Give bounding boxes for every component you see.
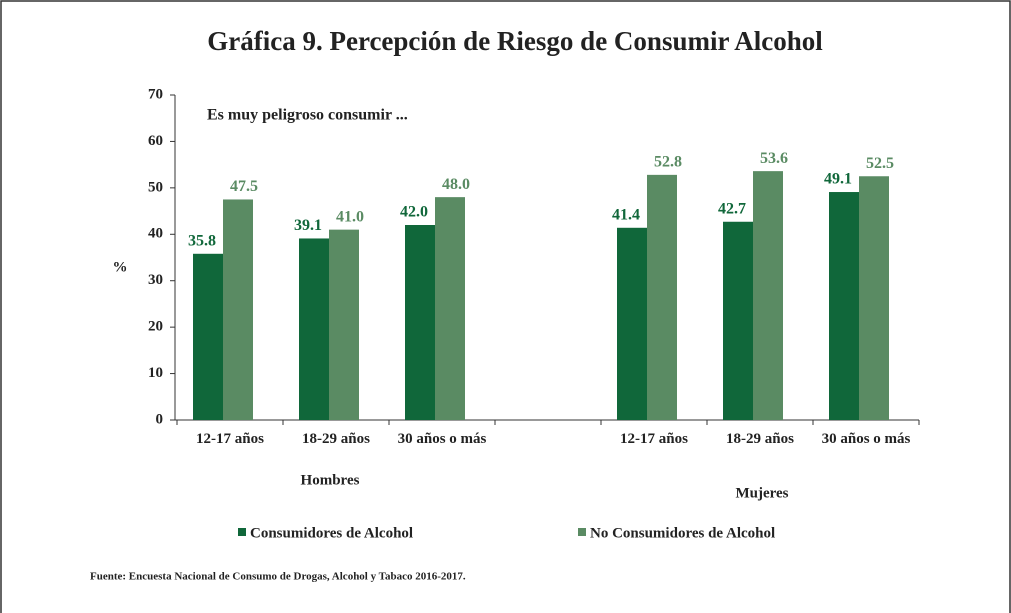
legend-swatch [578, 528, 586, 536]
x-tick-label: 30 años o más [397, 431, 487, 447]
value-label: 42.0 [400, 204, 428, 221]
bar [859, 176, 889, 420]
legend-swatch [238, 528, 246, 536]
bar [299, 238, 329, 420]
bar [617, 227, 647, 420]
bar [647, 174, 677, 420]
bar [723, 221, 753, 420]
y-axis-label: % [113, 259, 128, 275]
annotation: Es muy peligroso consumir ... [207, 107, 408, 124]
value-label: 39.1 [294, 217, 322, 234]
y-tick-label: 10 [148, 365, 163, 381]
value-label: 53.6 [760, 150, 788, 167]
y-tick-label: 70 [148, 86, 163, 102]
x-tick-label: 12-17 años [196, 431, 264, 447]
bar [193, 253, 223, 420]
group-label: Hombres [301, 472, 360, 488]
x-tick-label: 18-29 años [726, 431, 794, 447]
y-tick-label: 60 [148, 133, 163, 149]
value-label: 52.5 [866, 155, 894, 172]
group-label: Mujeres [735, 485, 788, 501]
legend-label: No Consumidores de Alcohol [590, 525, 775, 541]
value-label: 41.4 [612, 206, 640, 223]
legend-label: Consumidores de Alcohol [250, 525, 413, 541]
value-label: 47.5 [230, 178, 258, 195]
bar [753, 171, 783, 420]
bar [829, 192, 859, 420]
source-note: Fuente: Encuesta Nacional de Consumo de … [90, 571, 466, 583]
y-tick-label: 20 [148, 319, 163, 335]
x-tick-label: 18-29 años [302, 431, 370, 447]
x-tick-label: 30 años o más [821, 431, 911, 447]
value-label: 52.8 [654, 154, 682, 171]
value-label: 42.7 [718, 200, 746, 217]
chart-title: Gráfica 9. Percepción de Riesgo de Consu… [207, 26, 823, 56]
bar [405, 225, 435, 420]
value-label: 48.0 [442, 176, 470, 193]
bar [435, 197, 465, 420]
x-tick-label: 12-17 años [620, 431, 688, 447]
bar [329, 229, 359, 420]
bar [223, 199, 253, 420]
y-tick-label: 30 [148, 272, 163, 288]
value-label: 35.8 [188, 232, 216, 249]
y-tick-label: 50 [148, 179, 163, 195]
y-tick-label: 0 [156, 411, 164, 427]
value-label: 41.0 [336, 208, 364, 225]
value-label: 49.1 [824, 171, 852, 188]
y-tick-label: 40 [148, 226, 163, 242]
